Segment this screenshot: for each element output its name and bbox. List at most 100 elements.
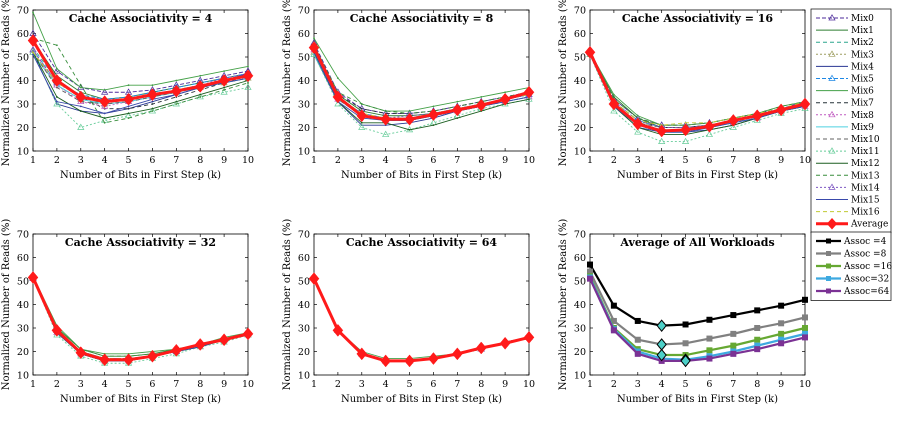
data-point-mix0 bbox=[101, 88, 109, 95]
legend-mix-label: Mix2 bbox=[851, 38, 874, 48]
y-tick-label: 60 bbox=[574, 253, 586, 264]
data-point-assoc64 bbox=[730, 350, 737, 357]
data-point-mix7 bbox=[151, 103, 154, 105]
y-tick-label: 60 bbox=[17, 253, 29, 264]
x-tick-label: 4 bbox=[102, 379, 108, 390]
series-line-mix5 bbox=[32, 49, 249, 100]
y-tick-label: 20 bbox=[17, 347, 29, 358]
legend-assoc-label: Assoc =16 bbox=[843, 262, 892, 272]
data-point-mix6 bbox=[151, 84, 154, 87]
y-tick-label: 10 bbox=[298, 147, 310, 158]
legend-mix-label: Mix16 bbox=[851, 208, 880, 218]
series-line-average bbox=[31, 276, 249, 362]
series-line-mix13 bbox=[32, 276, 249, 357]
data-point-mix11 bbox=[729, 123, 737, 130]
y-tick-label: 10 bbox=[298, 371, 310, 382]
legend-mix-label: Mix10 bbox=[851, 135, 880, 145]
y-tick-label: 40 bbox=[17, 76, 29, 87]
legend-mix-box bbox=[810, 8, 892, 234]
data-point-mix11 bbox=[525, 95, 533, 102]
data-point-average bbox=[728, 114, 739, 127]
data-point-mix13 bbox=[199, 96, 202, 98]
data-point-mix12 bbox=[199, 93, 202, 96]
legend-mix-label: Mix5 bbox=[851, 75, 874, 85]
data-point-assoc16 bbox=[778, 330, 785, 337]
minimum-marker bbox=[656, 348, 667, 362]
y-tick-label: 50 bbox=[17, 53, 29, 64]
data-point-average bbox=[147, 88, 158, 101]
data-point-mix13 bbox=[127, 117, 130, 119]
data-point-mix6 bbox=[32, 11, 34, 14]
data-point-average bbox=[775, 103, 787, 117]
panel-title: Cache Associativity = 16 bbox=[622, 12, 773, 25]
x-tick-label: 4 bbox=[383, 155, 389, 166]
data-point-mix15 bbox=[79, 105, 82, 108]
y-tick-label: 20 bbox=[298, 123, 310, 134]
data-point-average bbox=[332, 323, 344, 337]
y-tick-label: 50 bbox=[574, 53, 586, 64]
data-point-assoc64 bbox=[706, 355, 713, 362]
y-tick-label: 20 bbox=[574, 123, 586, 134]
series-line-mix13 bbox=[32, 37, 249, 124]
data-point-assoc16 bbox=[802, 325, 808, 331]
x-tick-label: 2 bbox=[335, 155, 341, 166]
x-tick-label: 3 bbox=[78, 379, 84, 390]
y-tick-label: 50 bbox=[17, 277, 29, 288]
data-point-mix11 bbox=[196, 93, 204, 100]
data-point-average bbox=[608, 97, 620, 111]
legend-mix-marker bbox=[828, 183, 836, 190]
minimum-marker bbox=[656, 319, 667, 332]
plot-area bbox=[313, 9, 530, 152]
x-tick-label: 10 bbox=[799, 379, 811, 390]
data-point-mix15 bbox=[32, 53, 34, 56]
series-line-mix6 bbox=[313, 37, 530, 112]
data-point-mix6 bbox=[103, 89, 106, 91]
x-tick-label: 2 bbox=[335, 379, 341, 390]
legend-assoc-label: Assoc =8 bbox=[843, 250, 887, 260]
series-line-mix11 bbox=[32, 52, 249, 129]
x-tick-label: 10 bbox=[242, 155, 254, 166]
plot-area bbox=[313, 233, 530, 376]
y-tick-label: 70 bbox=[574, 6, 586, 17]
data-point-average bbox=[751, 109, 763, 123]
series-line-assoc32 bbox=[589, 277, 806, 361]
data-point-assoc4 bbox=[754, 307, 761, 314]
data-point-mix11 bbox=[681, 137, 690, 144]
data-point-average bbox=[194, 79, 206, 93]
data-point-average bbox=[680, 123, 691, 137]
y-tick-label: 40 bbox=[298, 300, 310, 311]
data-point-mix11 bbox=[610, 107, 618, 114]
data-point-assoc4 bbox=[730, 312, 737, 319]
y-axis-label: Normalized Number of Reads (%) bbox=[1, 219, 12, 391]
data-point-mix13 bbox=[360, 103, 363, 105]
data-point-average bbox=[27, 271, 39, 284]
data-point-assoc8 bbox=[730, 330, 737, 337]
legend-mix-label: Mix9 bbox=[851, 123, 874, 133]
data-point-mix6 bbox=[199, 74, 202, 77]
y-tick-label: 10 bbox=[17, 147, 29, 158]
data-point-mix4 bbox=[151, 100, 154, 103]
y-tick-label: 70 bbox=[298, 6, 310, 17]
y-tick-label: 30 bbox=[298, 100, 310, 111]
x-tick-label: 10 bbox=[523, 379, 535, 390]
x-tick-label: 6 bbox=[430, 155, 436, 166]
data-point-assoc8 bbox=[754, 325, 761, 331]
data-point-mix12 bbox=[223, 86, 226, 89]
y-axis-label: Normalized Number of Reads (%) bbox=[282, 219, 293, 391]
data-point-average bbox=[147, 349, 158, 363]
data-point-average bbox=[332, 90, 344, 104]
x-axis-label: Number of Bits in First Step (k) bbox=[341, 394, 502, 405]
panel-assoc-8: 1 2 3 4 5 6 7 8 9 10 10 20 30 40 50 60 70 Cache Associati… bbox=[282, 0, 535, 181]
data-point-assoc16 bbox=[754, 336, 761, 343]
data-point-mix12 bbox=[456, 117, 459, 119]
y-tick-label: 30 bbox=[574, 100, 586, 111]
x-tick-label: 6 bbox=[149, 155, 155, 166]
data-point-average bbox=[218, 333, 230, 347]
data-point-mix12 bbox=[79, 110, 82, 112]
x-tick-label: 1 bbox=[587, 379, 593, 390]
legend-assoc-label: Assoc=32 bbox=[843, 275, 889, 285]
data-point-average bbox=[632, 117, 644, 131]
data-point-average bbox=[523, 85, 535, 99]
y-tick-label: 60 bbox=[298, 253, 310, 264]
legend-assoc-marker bbox=[826, 238, 831, 244]
